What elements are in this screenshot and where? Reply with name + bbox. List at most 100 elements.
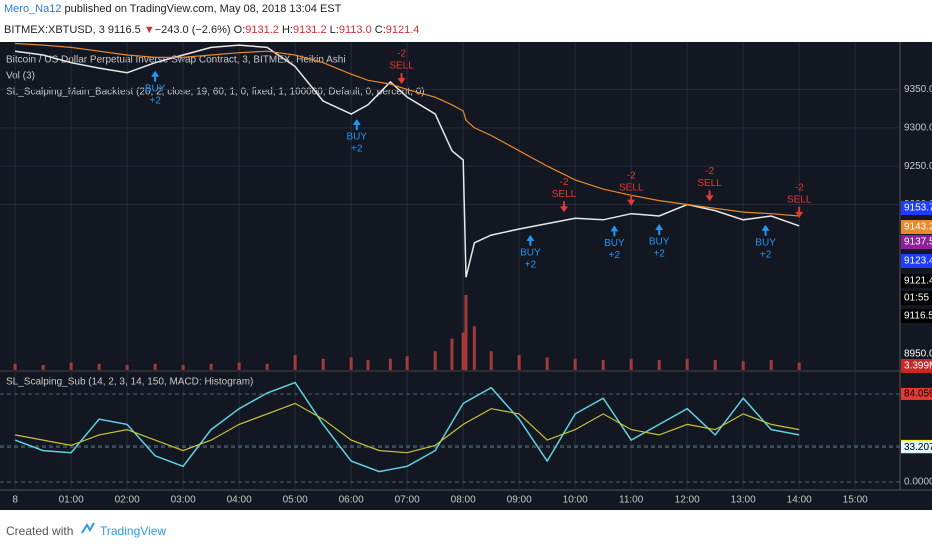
o-label: O: bbox=[233, 24, 246, 36]
volume-bar bbox=[461, 332, 465, 370]
series-line bbox=[14, 44, 800, 278]
volume-bar bbox=[265, 363, 269, 370]
brand[interactable]: TradingView bbox=[100, 524, 167, 538]
h-label: H: bbox=[281, 24, 293, 36]
quote-line: BITMEX:XBTUSD, 3 9116.5 ▼−243.0 (−2.6%) … bbox=[4, 24, 419, 36]
x-tick-label: 07:00 bbox=[395, 495, 420, 506]
publish-line: Mero_Na12 published on TradingView.com, … bbox=[4, 3, 341, 15]
open: 9131.2 bbox=[245, 24, 279, 36]
volume-bar bbox=[472, 326, 476, 370]
y-tick-box bbox=[901, 441, 932, 454]
volume-bar bbox=[13, 363, 17, 370]
signal-label: BUY bbox=[520, 247, 541, 258]
y-tick-label: 9250.0 bbox=[904, 161, 932, 172]
author[interactable]: Mero_Na12 bbox=[4, 3, 62, 15]
price-label: 01:55 bbox=[904, 293, 929, 304]
close: 9121.4 bbox=[385, 24, 420, 36]
x-tick-label: 09:00 bbox=[507, 495, 532, 506]
created-with: Created with bbox=[6, 524, 74, 538]
signal-qty: +2 bbox=[609, 250, 621, 261]
signal-arrow bbox=[397, 73, 406, 85]
volume-bar bbox=[125, 365, 129, 370]
y-tick-box bbox=[901, 476, 932, 489]
pane-title: SL_Scalping_Sub (14, 2, 3, 14, 150, MACD… bbox=[6, 377, 253, 388]
volume-bar bbox=[601, 360, 605, 370]
legend-text: SL_Scalping_Main_Backtest (20, 2, close,… bbox=[6, 87, 425, 98]
x-tick-label: 08:00 bbox=[451, 495, 476, 506]
high: 9131.2 bbox=[292, 24, 327, 36]
volume-bar bbox=[713, 360, 717, 370]
volume-bar bbox=[69, 362, 73, 370]
price-label: 9123.4 bbox=[904, 256, 932, 267]
y-tick-label: 33.2076 bbox=[904, 442, 932, 453]
published: published on TradingView.com, May 08, 20… bbox=[64, 3, 342, 15]
signal-label: BUY bbox=[145, 83, 166, 94]
chart: Bitcoin / US Dollar Perpetual Inverse Sw… bbox=[0, 42, 932, 510]
x-tick-label: 15:00 bbox=[843, 495, 868, 506]
price-label-box bbox=[901, 347, 932, 361]
legend-text: Bitcoin / US Dollar Perpetual Inverse Sw… bbox=[6, 55, 346, 66]
footer: Created with TradingView bbox=[0, 510, 932, 550]
header: Mero_Na12 published on TradingView.com, … bbox=[0, 0, 932, 42]
volume-bar bbox=[657, 360, 661, 370]
volume-bar bbox=[797, 362, 801, 370]
volume-bar bbox=[209, 363, 213, 370]
volume-bar bbox=[464, 295, 468, 370]
volume-bar bbox=[489, 351, 493, 370]
signal-label: SELL bbox=[552, 189, 577, 200]
signal-label: SELL bbox=[389, 61, 414, 72]
signal-label: SELL bbox=[619, 182, 644, 193]
y-tick-label: 9300.0 bbox=[904, 122, 932, 133]
volume-bar bbox=[237, 362, 241, 370]
signal-label: BUY bbox=[604, 238, 625, 249]
volume-bar bbox=[366, 360, 370, 370]
volume-bar bbox=[321, 358, 325, 370]
signal-arrow bbox=[761, 224, 770, 236]
volume-bar bbox=[97, 363, 101, 370]
y-tick-label: 0.0000 bbox=[904, 477, 932, 488]
price-label-box bbox=[901, 220, 932, 234]
volume-bar bbox=[405, 356, 409, 370]
price-label: 9137.5 bbox=[904, 237, 932, 248]
x-tick-label: 01:00 bbox=[59, 495, 84, 506]
signal-arrow bbox=[610, 225, 619, 237]
signal-arrow bbox=[559, 201, 568, 213]
signal-arrow bbox=[352, 118, 361, 130]
volume-bar bbox=[517, 355, 521, 370]
series-line bbox=[14, 381, 800, 473]
signal-label: BUY bbox=[346, 132, 367, 143]
volume-bar bbox=[741, 361, 745, 370]
volume-bar bbox=[769, 360, 773, 370]
y-tick-label: 9350.0 bbox=[904, 84, 932, 95]
signal-qty: -2 bbox=[705, 166, 714, 177]
signal-arrow bbox=[795, 206, 804, 218]
low: 9113.0 bbox=[338, 24, 372, 36]
x-tick-label: 10:00 bbox=[563, 495, 588, 506]
signal-qty: -2 bbox=[397, 49, 406, 60]
price-label: 3.399M bbox=[904, 361, 932, 372]
y-tick-label: 84.0599 bbox=[904, 389, 932, 400]
price-label-box bbox=[901, 254, 932, 268]
price-label-box bbox=[901, 235, 932, 249]
change: −243.0 (−2.6%) bbox=[154, 24, 231, 36]
volume-bar bbox=[450, 338, 454, 370]
y-tick-box bbox=[901, 387, 932, 400]
c-label: C: bbox=[374, 24, 386, 36]
signal-qty: -2 bbox=[795, 183, 804, 194]
signal-qty: -2 bbox=[627, 170, 636, 181]
volume-bar bbox=[545, 357, 549, 370]
x-tick-label: 11:00 bbox=[619, 495, 644, 506]
signal-qty: +2 bbox=[653, 249, 665, 260]
volume-bar bbox=[573, 358, 577, 370]
signal-arrow bbox=[627, 194, 636, 206]
signal-label: SELL bbox=[697, 178, 722, 189]
signal-qty: +2 bbox=[525, 259, 537, 270]
volume-bar bbox=[349, 357, 353, 370]
price-label: 9143.2 bbox=[904, 222, 932, 233]
volume-bar bbox=[685, 358, 689, 370]
x-tick-label: 13:00 bbox=[731, 495, 756, 506]
x-tick-label: 03:00 bbox=[171, 495, 196, 506]
signal-qty: +2 bbox=[149, 95, 161, 106]
volume-bar bbox=[293, 355, 297, 370]
